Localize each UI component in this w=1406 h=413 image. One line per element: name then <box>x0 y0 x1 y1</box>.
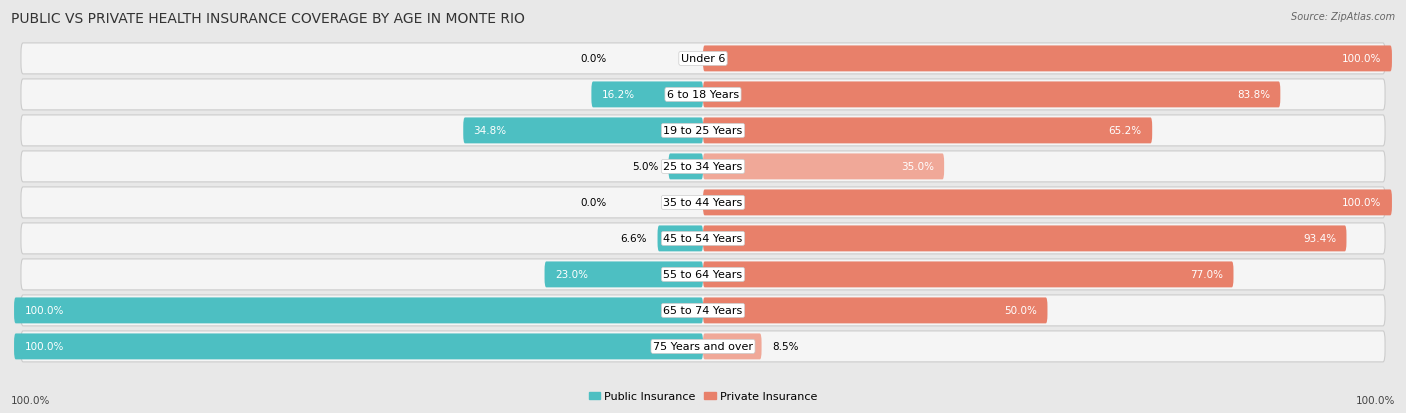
Text: 50.0%: 50.0% <box>1004 306 1038 316</box>
Text: 34.8%: 34.8% <box>474 126 506 136</box>
Text: 100.0%: 100.0% <box>24 342 63 351</box>
FancyBboxPatch shape <box>703 334 762 359</box>
Text: 23.0%: 23.0% <box>555 270 588 280</box>
FancyBboxPatch shape <box>21 80 1385 111</box>
FancyBboxPatch shape <box>14 334 703 359</box>
Text: 35.0%: 35.0% <box>901 162 934 172</box>
Text: 75 Years and over: 75 Years and over <box>652 342 754 351</box>
Text: 16.2%: 16.2% <box>602 90 636 100</box>
Text: 100.0%: 100.0% <box>1355 395 1395 405</box>
Text: 8.5%: 8.5% <box>772 342 799 351</box>
Text: 100.0%: 100.0% <box>24 306 63 316</box>
Text: 93.4%: 93.4% <box>1303 234 1336 244</box>
Text: 77.0%: 77.0% <box>1189 270 1223 280</box>
FancyBboxPatch shape <box>21 152 1385 183</box>
FancyBboxPatch shape <box>21 331 1385 362</box>
FancyBboxPatch shape <box>703 226 1347 252</box>
Text: 83.8%: 83.8% <box>1237 90 1270 100</box>
FancyBboxPatch shape <box>703 154 945 180</box>
FancyBboxPatch shape <box>21 259 1385 290</box>
FancyBboxPatch shape <box>703 298 1047 323</box>
Text: 25 to 34 Years: 25 to 34 Years <box>664 162 742 172</box>
FancyBboxPatch shape <box>14 298 703 323</box>
Text: Source: ZipAtlas.com: Source: ZipAtlas.com <box>1291 12 1395 22</box>
FancyBboxPatch shape <box>703 118 1152 144</box>
FancyBboxPatch shape <box>21 188 1385 218</box>
Text: 65.2%: 65.2% <box>1109 126 1142 136</box>
Text: 100.0%: 100.0% <box>11 395 51 405</box>
Text: 65 to 74 Years: 65 to 74 Years <box>664 306 742 316</box>
Text: 0.0%: 0.0% <box>581 54 606 64</box>
FancyBboxPatch shape <box>21 44 1385 75</box>
Text: 6.6%: 6.6% <box>620 234 647 244</box>
FancyBboxPatch shape <box>703 46 1392 72</box>
FancyBboxPatch shape <box>703 82 1281 108</box>
FancyBboxPatch shape <box>21 295 1385 326</box>
FancyBboxPatch shape <box>544 262 703 288</box>
FancyBboxPatch shape <box>592 82 703 108</box>
Text: PUBLIC VS PRIVATE HEALTH INSURANCE COVERAGE BY AGE IN MONTE RIO: PUBLIC VS PRIVATE HEALTH INSURANCE COVER… <box>11 12 524 26</box>
FancyBboxPatch shape <box>669 154 703 180</box>
Text: 35 to 44 Years: 35 to 44 Years <box>664 198 742 208</box>
Legend: Public Insurance, Private Insurance: Public Insurance, Private Insurance <box>583 387 823 406</box>
Text: 5.0%: 5.0% <box>631 162 658 172</box>
Text: 0.0%: 0.0% <box>581 198 606 208</box>
Text: 6 to 18 Years: 6 to 18 Years <box>666 90 740 100</box>
FancyBboxPatch shape <box>703 262 1233 288</box>
Text: 45 to 54 Years: 45 to 54 Years <box>664 234 742 244</box>
Text: 19 to 25 Years: 19 to 25 Years <box>664 126 742 136</box>
FancyBboxPatch shape <box>463 118 703 144</box>
FancyBboxPatch shape <box>21 116 1385 147</box>
Text: 100.0%: 100.0% <box>1343 198 1382 208</box>
FancyBboxPatch shape <box>703 190 1392 216</box>
FancyBboxPatch shape <box>21 223 1385 254</box>
Text: 100.0%: 100.0% <box>1343 54 1382 64</box>
FancyBboxPatch shape <box>658 226 703 252</box>
Text: 55 to 64 Years: 55 to 64 Years <box>664 270 742 280</box>
Text: Under 6: Under 6 <box>681 54 725 64</box>
